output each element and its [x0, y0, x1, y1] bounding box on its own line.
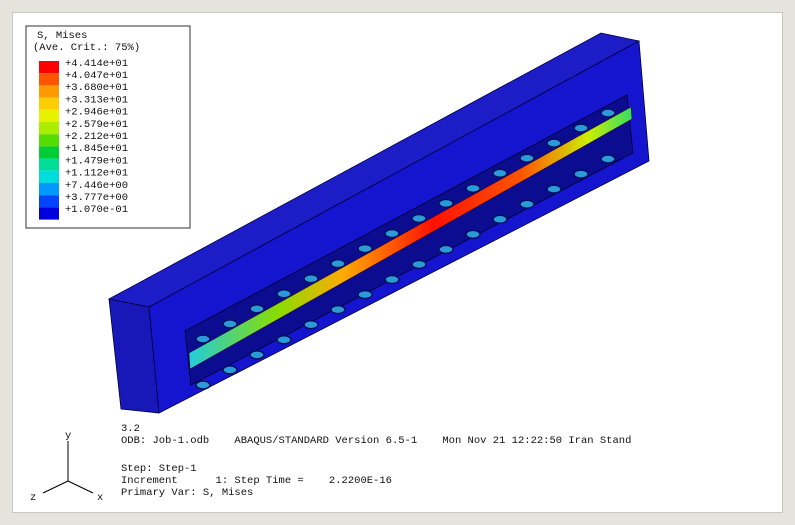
legend-swatch: [39, 183, 59, 195]
hole: [250, 351, 264, 359]
footer-line: Primary Var: S, Mises: [121, 487, 253, 499]
legend-label: +4.047e+01: [65, 70, 128, 82]
hole: [277, 290, 291, 298]
hole: [574, 170, 588, 178]
hole: [385, 230, 399, 238]
footer-line: ODB: Job-1.odb ABAQUS/STANDARD Version 6…: [121, 435, 631, 447]
hole: [304, 321, 318, 329]
hole: [439, 245, 453, 253]
legend-label: +1.070e-01: [65, 204, 128, 216]
footer-line: 3.2: [121, 423, 140, 435]
legend-swatch: [39, 171, 59, 183]
hole: [412, 260, 426, 268]
triad-z-label: z: [30, 492, 36, 504]
legend-swatch: [39, 98, 59, 110]
triad-y-label: y: [65, 430, 71, 442]
legend-label: +7.446e+00: [65, 180, 128, 192]
legend-swatch: [39, 122, 59, 134]
legend-label: +2.579e+01: [65, 119, 128, 131]
hole: [385, 276, 399, 284]
hole: [493, 215, 507, 223]
hole: [601, 155, 615, 163]
legend-title: S, Mises: [37, 30, 87, 42]
hole: [466, 184, 480, 192]
legend-label: +1.112e+01: [65, 168, 128, 180]
hole: [439, 199, 453, 207]
legend-swatch: [39, 61, 59, 73]
legend-label: +1.479e+01: [65, 155, 128, 167]
hole: [520, 154, 534, 162]
footer-line: Step: Step-1: [121, 463, 197, 475]
legend-swatch: [39, 159, 59, 171]
hole: [196, 335, 210, 343]
hole: [358, 245, 372, 253]
hole: [547, 139, 561, 147]
hole: [331, 260, 345, 268]
footer-line: Increment 1: Step Time = 2.2200E-16: [121, 475, 392, 487]
scene: S, Mises (Ave. Crit.: 75%) +4.414e+01+4.…: [13, 13, 782, 512]
hole: [277, 336, 291, 344]
legend-swatch: [39, 85, 59, 97]
hole: [466, 230, 480, 238]
page: S, Mises (Ave. Crit.: 75%) +4.414e+01+4.…: [0, 0, 795, 525]
legend-label: +3.777e+00: [65, 192, 128, 204]
legend-label: +1.845e+01: [65, 143, 128, 155]
legend-subtitle: (Ave. Crit.: 75%): [33, 42, 140, 54]
hole: [547, 185, 561, 193]
legend-swatch: [39, 207, 59, 219]
triad-x-axis: [68, 481, 93, 493]
hole: [331, 306, 345, 314]
hole: [196, 381, 210, 389]
legend-swatch: [39, 146, 59, 158]
hole: [358, 291, 372, 299]
legend-label: +4.414e+01: [65, 58, 128, 70]
hole: [601, 109, 615, 117]
hole: [250, 305, 264, 313]
legend-swatch: [39, 195, 59, 207]
hole: [520, 200, 534, 208]
axis-triad: y z x: [30, 430, 103, 504]
hole: [223, 366, 237, 374]
triad-z-axis: [43, 481, 68, 493]
legend-swatch: [39, 73, 59, 85]
hole: [223, 320, 237, 328]
viewport: S, Mises (Ave. Crit.: 75%) +4.414e+01+4.…: [12, 12, 783, 513]
hole: [574, 124, 588, 132]
triad-x-label: x: [97, 492, 103, 504]
legend-label: +3.313e+01: [65, 94, 128, 106]
legend: S, Mises (Ave. Crit.: 75%) +4.414e+01+4.…: [26, 26, 190, 228]
hole: [412, 214, 426, 222]
legend-label: +2.212e+01: [65, 131, 128, 143]
hole: [493, 169, 507, 177]
legend-label: +3.680e+01: [65, 82, 128, 94]
legend-swatch: [39, 110, 59, 122]
legend-label: +2.946e+01: [65, 107, 128, 119]
legend-swatch: [39, 134, 59, 146]
hole: [304, 275, 318, 283]
